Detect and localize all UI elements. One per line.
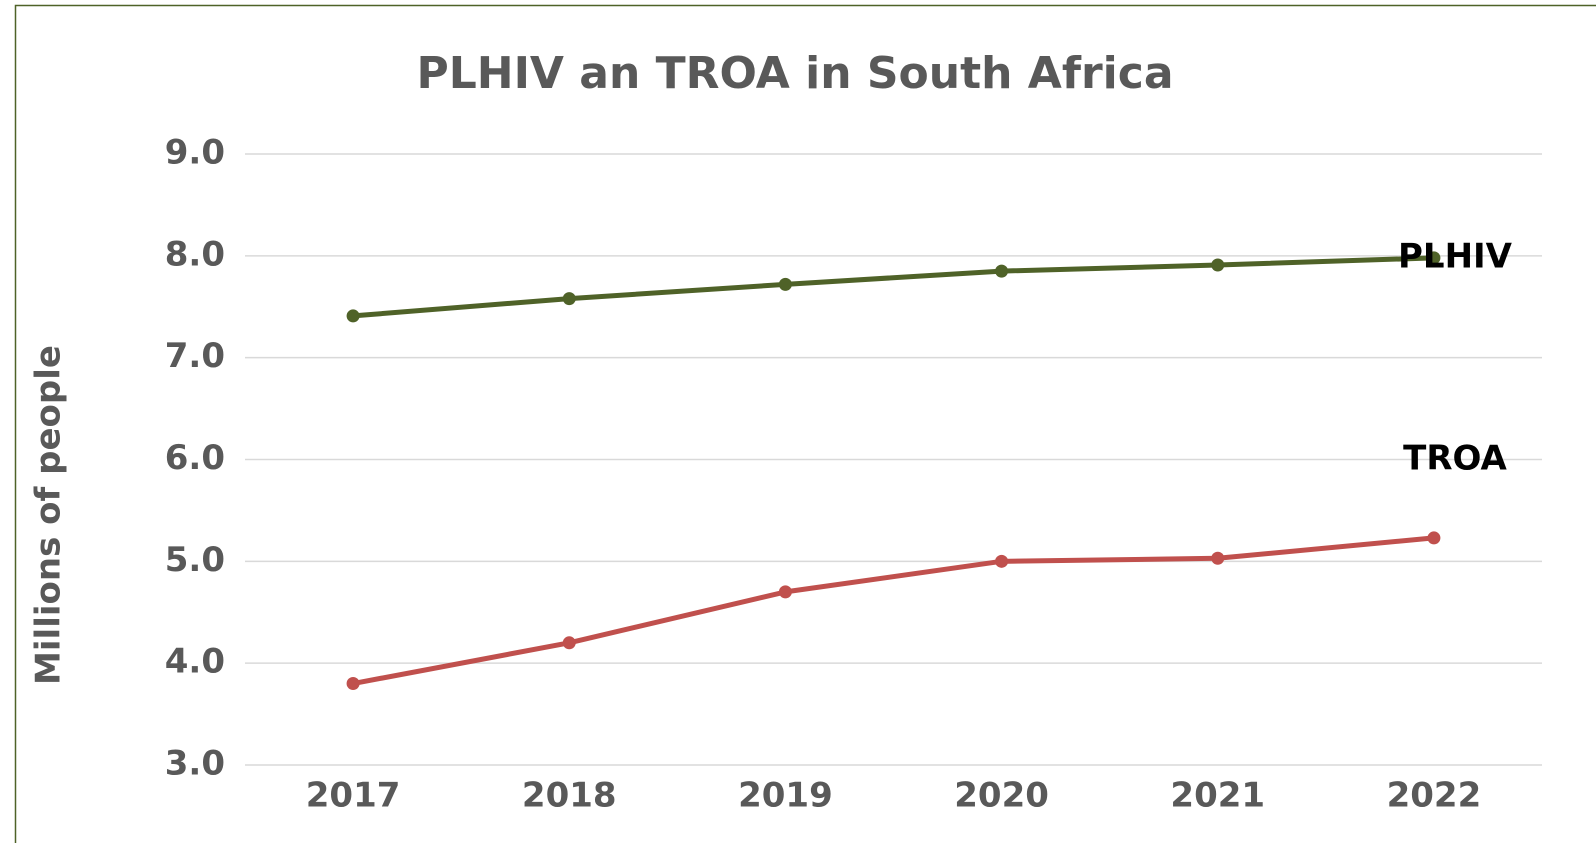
x-tick-label: 2022 bbox=[1387, 776, 1482, 816]
y-axis-label: Millions of people bbox=[29, 345, 69, 685]
data-point bbox=[995, 554, 1009, 568]
series-line bbox=[352, 535, 1435, 686]
data-point bbox=[1427, 251, 1441, 265]
y-tick-label: 5.0 bbox=[165, 540, 225, 580]
chart-frame bbox=[14, 4, 1596, 843]
chart-title: PLHIV an TROA in South Africa bbox=[416, 48, 1173, 99]
series-label: TROA bbox=[1403, 439, 1507, 479]
data-point bbox=[346, 677, 360, 691]
series-line bbox=[352, 255, 1435, 319]
data-point bbox=[562, 636, 576, 650]
data-point bbox=[1211, 258, 1225, 272]
y-tick-label: 4.0 bbox=[165, 642, 225, 682]
data-point bbox=[995, 264, 1009, 278]
data-point bbox=[1211, 551, 1225, 565]
y-tick-label: 7.0 bbox=[165, 336, 225, 376]
x-tick-label: 2021 bbox=[1170, 776, 1265, 816]
x-tick-label: 2017 bbox=[306, 776, 401, 816]
x-tick-label: 2018 bbox=[522, 776, 617, 816]
series-label: PLHIV bbox=[1398, 236, 1513, 276]
data-point bbox=[346, 309, 360, 323]
y-tick-label: 8.0 bbox=[165, 234, 225, 274]
x-tick-label: 2020 bbox=[954, 776, 1049, 816]
data-point bbox=[778, 585, 792, 599]
data-point bbox=[778, 277, 792, 291]
data-point bbox=[1427, 531, 1441, 545]
y-tick-label: 9.0 bbox=[165, 133, 225, 173]
y-tick-label: 3.0 bbox=[165, 744, 225, 784]
y-tick-label: 6.0 bbox=[165, 438, 225, 478]
x-tick-label: 2019 bbox=[738, 776, 833, 816]
data-point bbox=[562, 292, 576, 306]
